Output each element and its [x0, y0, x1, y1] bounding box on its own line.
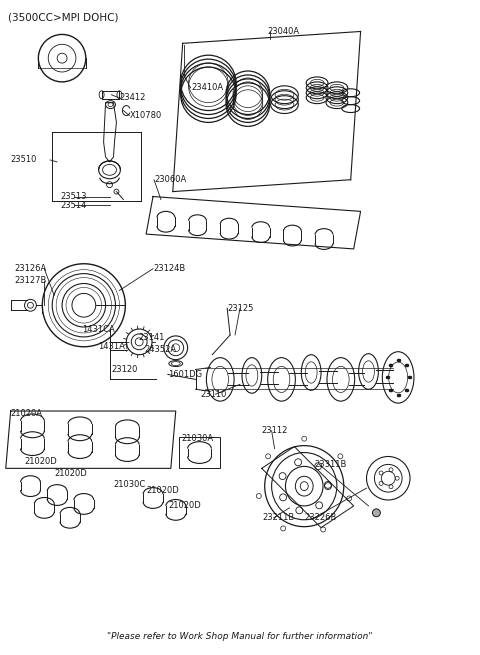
Text: 23514: 23514 — [60, 201, 86, 210]
Text: 23126A: 23126A — [14, 264, 47, 273]
Bar — [179, 437, 220, 468]
Text: 23412: 23412 — [120, 93, 146, 102]
Text: X10780: X10780 — [129, 111, 162, 120]
Text: "Please refer to Work Shop Manual for further information": "Please refer to Work Shop Manual for fu… — [107, 632, 373, 641]
Text: 1431AT: 1431AT — [97, 343, 129, 351]
Text: 23226B: 23226B — [304, 514, 336, 522]
Text: 21020D: 21020D — [169, 502, 202, 510]
Text: 21030C: 21030C — [113, 479, 146, 489]
Text: 23125: 23125 — [227, 304, 253, 312]
Text: 21020D: 21020D — [146, 485, 179, 495]
Text: 23211B: 23211B — [263, 514, 295, 522]
Text: 23141: 23141 — [138, 333, 165, 343]
Text: 24352A: 24352A — [144, 345, 176, 354]
Text: (3500CC>MPI DOHC): (3500CC>MPI DOHC) — [8, 12, 118, 23]
Text: 23112: 23112 — [262, 426, 288, 436]
Text: 1431CA: 1431CA — [82, 326, 115, 335]
Text: 23124B: 23124B — [153, 264, 185, 273]
Text: 23120: 23120 — [111, 365, 138, 374]
Text: 23311B: 23311B — [314, 460, 347, 469]
Text: 23060A: 23060A — [154, 176, 186, 184]
Text: 23410A: 23410A — [192, 83, 224, 92]
Text: 21020A: 21020A — [11, 409, 43, 419]
Text: 21020D: 21020D — [24, 457, 57, 466]
Circle shape — [372, 509, 380, 517]
Text: 21020D: 21020D — [54, 469, 87, 477]
Text: 23127B: 23127B — [14, 276, 47, 285]
Text: 21030A: 21030A — [182, 434, 214, 443]
Text: 23110: 23110 — [201, 390, 227, 399]
Text: 23513: 23513 — [60, 192, 86, 201]
Text: 23040A: 23040A — [268, 27, 300, 36]
Text: 23510: 23510 — [11, 155, 37, 164]
Text: 1601DG: 1601DG — [168, 370, 202, 379]
